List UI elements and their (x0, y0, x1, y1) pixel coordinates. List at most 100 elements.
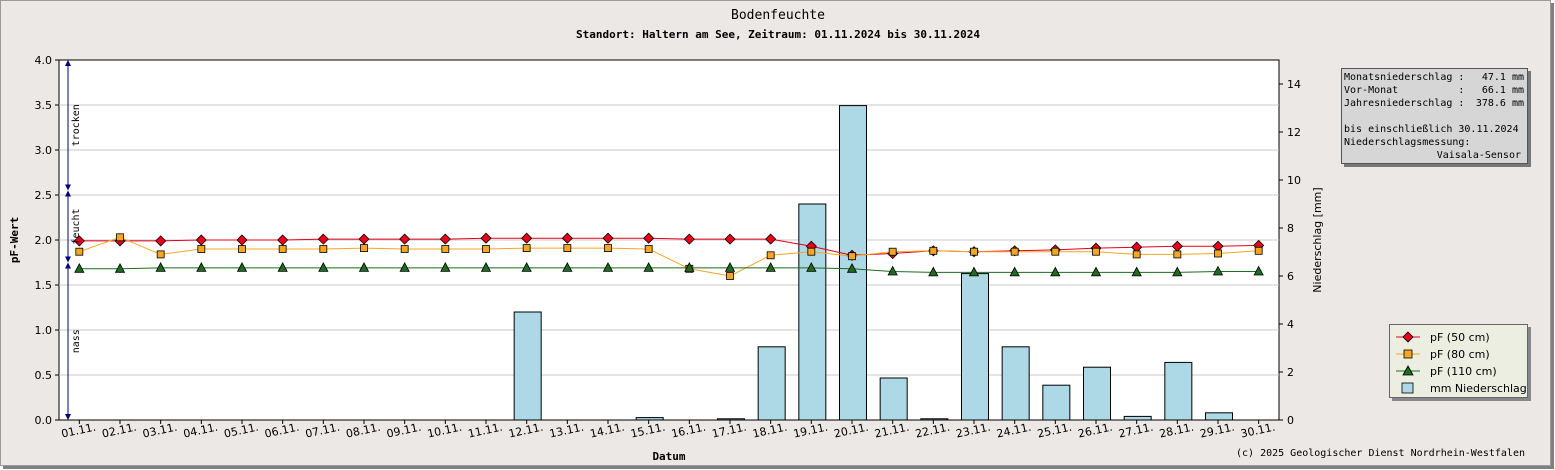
x-tick-label: 23.11. (955, 421, 992, 441)
pf80-point (766, 251, 775, 260)
y-tick-label: 1.5 (35, 279, 53, 292)
x-tick-label: 12.11. (507, 421, 544, 441)
moisture-zones: trocken feucht nass (65, 60, 82, 420)
x-tick-label: 07.11. (304, 421, 341, 441)
square-marker-icon (1396, 347, 1420, 361)
info-label: Jahresniederschlag : (1344, 98, 1465, 109)
pf110-point (846, 262, 858, 273)
pf110-point (155, 262, 166, 272)
pf110-point (277, 262, 288, 272)
pf50-point (683, 233, 695, 245)
pf80-point (1092, 247, 1100, 256)
pf80-point (970, 247, 978, 256)
chart-subtitle: Standort: Haltern am See, Zeitraum: 01.1… (576, 28, 980, 41)
legend-item-precipitation: mm Niederschlag (1396, 380, 1527, 396)
y2-tick-label: 8 (1287, 222, 1294, 235)
y-tick-label: 2.5 (35, 189, 53, 202)
pf80-point (238, 245, 246, 253)
legend-item-pf50: pF (50 cm) (1396, 329, 1490, 345)
y2-tick-label: 2 (1287, 366, 1294, 379)
y-tick-label: 3.0 (35, 144, 53, 157)
pf50-point (236, 234, 248, 246)
x-tick-label: 26.11. (1077, 421, 1114, 441)
pf80-point (400, 245, 409, 253)
pf110-point (1253, 265, 1264, 276)
zone-arrow-down (65, 414, 71, 420)
pf110-point (358, 262, 370, 272)
legend-item-pf80: pF (80 cm) (1396, 346, 1490, 362)
x-tick-label: 10.11. (426, 421, 463, 441)
x-tick-label: 18.11. (751, 421, 788, 441)
pf80-point (441, 245, 450, 253)
legend-item-pf110: pF (110 cm) (1396, 363, 1497, 379)
precipitation-bar (1123, 415, 1152, 421)
pf110-point (1131, 266, 1142, 277)
grid (59, 104, 1279, 376)
precipitation-bar (920, 418, 949, 421)
y-tick-label: 1.0 (35, 324, 53, 337)
legend-label: pF (110 cm) (1430, 364, 1497, 378)
pf80-point (116, 233, 124, 242)
x-tick-label: 16.11. (670, 421, 707, 441)
x-tick-label: 05.11. (223, 421, 260, 441)
y-tick-label: 0.0 (35, 414, 53, 427)
x-tick-label: 22.11. (914, 421, 951, 441)
x-tick-label: 11.11. (467, 421, 504, 441)
pf80-point (644, 245, 653, 253)
pf50-point (155, 235, 167, 247)
pf80-point (604, 244, 612, 253)
info-value: 378.6 mm (1475, 98, 1524, 109)
y2-axis-label: Niederschlag [mm] (1311, 187, 1324, 292)
pf80-point (522, 244, 531, 253)
x-axis-label: Datum (652, 450, 685, 463)
x-tick-label: 25.11. (1036, 421, 1073, 441)
info-value: 47.1 mm (1481, 72, 1524, 83)
x-tick-label: 09.11. (385, 421, 422, 441)
legend-label: pF (80 cm) (1430, 347, 1490, 361)
pf80-point (75, 247, 84, 256)
zone-arrow-up (65, 190, 71, 197)
x-tick-label: 03.11. (141, 421, 178, 441)
pf80-point (848, 252, 856, 261)
x-tick-label: 17.11. (711, 421, 748, 441)
info-label: Monatsniederschlag : (1344, 72, 1465, 83)
precipitation-bar (513, 311, 542, 421)
x-tick-label: 08.11. (345, 421, 382, 441)
triangle-marker-icon (1396, 364, 1420, 378)
pf80-point (726, 272, 734, 280)
pf50-point (317, 233, 329, 245)
x-tick-label: 19.11. (792, 421, 829, 441)
pf110-point (1172, 266, 1183, 277)
copyright: (c) 2025 Geologischer Dienst Nordrhein-W… (1236, 448, 1525, 459)
pf110-point (887, 265, 898, 276)
pf80-point (1051, 247, 1060, 256)
pf110-point (928, 266, 939, 277)
x-tick-label: 06.11. (263, 421, 300, 441)
precipitation-bar (1164, 361, 1193, 421)
x-tick-label: 27.11. (1117, 421, 1154, 441)
x-tick-label: 30.11. (1239, 421, 1276, 441)
x-tick-label: 15.11. (629, 421, 666, 441)
y-tick-label: 2.0 (35, 234, 53, 247)
pf110-point (399, 262, 410, 272)
precipitation-bar (798, 203, 827, 421)
y2-tick-label: 10 (1287, 174, 1301, 187)
y2-tick-label: 14 (1287, 78, 1301, 91)
pf80-point (1254, 246, 1263, 255)
pf80-point (1214, 249, 1222, 258)
y-tick-label: 4.0 (35, 54, 53, 67)
pf80-point (888, 247, 897, 256)
series-line (79, 267, 1259, 273)
pf110-point (236, 262, 248, 272)
zone-label: feucht (71, 208, 82, 244)
pf110-point (684, 262, 695, 272)
pf110-point (480, 262, 492, 272)
precipitation-bar (1205, 412, 1233, 421)
pf80-point (482, 245, 490, 253)
chart-title: Bodenfeuchte (731, 8, 825, 23)
x-tick-label: 14.11. (589, 421, 626, 441)
zone-arrow-up (65, 262, 71, 269)
precipitation-bar (1042, 384, 1071, 421)
pf110-point (1212, 265, 1224, 276)
diamond-marker-icon (1396, 330, 1420, 344)
